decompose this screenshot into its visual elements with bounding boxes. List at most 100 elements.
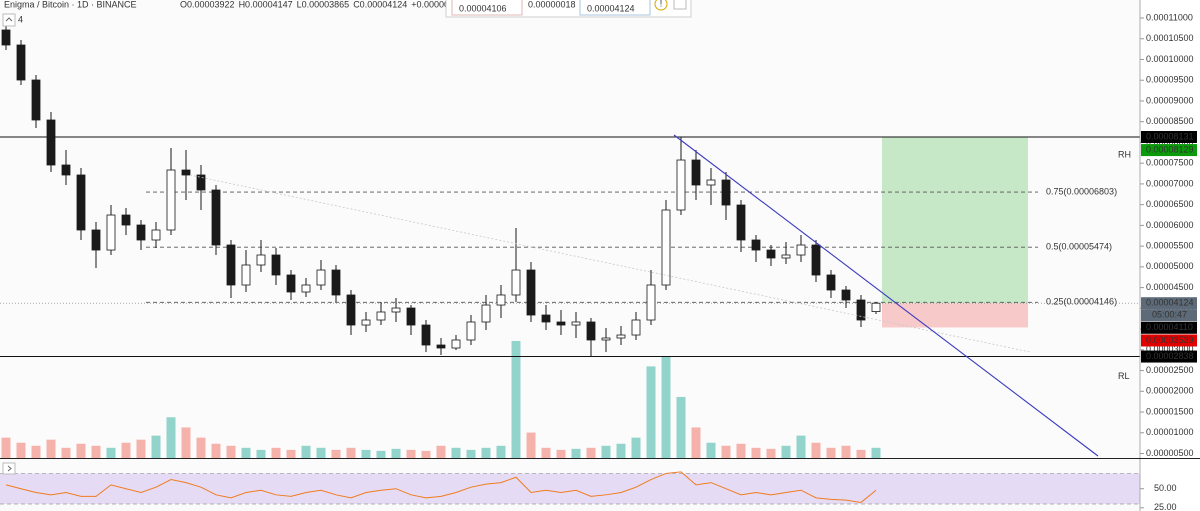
y-tick-label: 0.00005000 — [1146, 261, 1194, 271]
y-tick-label: 0.00009000 — [1146, 95, 1194, 105]
candle-body — [301, 284, 311, 293]
volume-bar — [466, 449, 476, 458]
candle-body — [226, 244, 236, 286]
volume-bar — [331, 449, 341, 458]
candle-body — [1, 29, 11, 46]
widget-menu[interactable] — [673, 0, 687, 10]
header-symbol: Enigma / Bitcoin · 1D · BINANCE — [4, 0, 137, 9]
y-tick-label: 0.00010500 — [1146, 33, 1194, 43]
candle-body — [751, 239, 761, 251]
price-marker — [1141, 350, 1197, 363]
volume-bar — [16, 442, 26, 458]
y-tick-label: 0.00011000 — [1146, 12, 1193, 22]
candle-body — [691, 159, 701, 186]
candle-body — [601, 337, 611, 341]
candle-body — [661, 209, 671, 286]
price-marker-label: 0.00003539 — [1146, 335, 1194, 345]
loss-zone — [882, 303, 1028, 328]
collapse-icon — [5, 17, 13, 22]
volume-bar — [196, 437, 206, 458]
candle-body — [706, 179, 716, 186]
volume-bar — [646, 366, 656, 458]
volume-bar — [421, 450, 431, 458]
volume-bar — [586, 447, 596, 458]
candle-body — [871, 302, 881, 312]
volume-bar — [736, 443, 746, 458]
volume-bar — [136, 439, 146, 458]
candle-body — [271, 254, 281, 276]
ohlc-value: H0.00004147 — [239, 0, 293, 9]
volume-bar — [841, 445, 851, 458]
y-tick-label: 0.00007500 — [1146, 158, 1194, 168]
candle-body — [631, 319, 641, 336]
volume-bar — [31, 445, 41, 458]
candle-body — [481, 304, 491, 323]
price-marker-label: 0.00004110 — [1146, 322, 1193, 332]
alert-button[interactable] — [654, 0, 668, 11]
candle-body — [556, 321, 566, 326]
sell-button[interactable] — [451, 0, 523, 16]
candle-body — [391, 307, 401, 313]
candle-body — [406, 307, 416, 326]
price-marker-label: 0.00008129 — [1146, 144, 1194, 154]
volume-bar — [271, 447, 281, 458]
candle-body — [181, 169, 191, 176]
candle-body — [811, 244, 821, 276]
volume-bar — [256, 449, 266, 458]
fib-label: 0.25(0.00004146) — [1046, 297, 1117, 307]
volume-bar — [796, 435, 806, 458]
candle-body — [91, 229, 101, 251]
rsi-band — [0, 473, 1140, 504]
candle-body — [721, 179, 731, 206]
projection-line — [189, 174, 1031, 353]
volume-bar — [541, 447, 551, 458]
volume-bar — [556, 449, 566, 458]
volume-bar — [856, 449, 866, 458]
candle-body — [151, 229, 161, 241]
price-marker — [1141, 144, 1197, 157]
volume-bar — [106, 447, 116, 458]
volume-bar — [286, 449, 296, 458]
y-tick-label: 0.00003000 — [1146, 344, 1194, 354]
price-marker — [1141, 334, 1197, 347]
buy-button[interactable] — [579, 0, 651, 16]
candle-body — [31, 79, 41, 121]
candle-body — [286, 274, 296, 293]
y-tick-label: 0.00002000 — [1146, 386, 1194, 396]
level-name: RL — [1118, 371, 1130, 381]
ohlc-value: O0.00003922 — [180, 0, 235, 9]
volume-bar — [361, 449, 371, 458]
candle-body — [436, 344, 446, 349]
candle-body — [826, 274, 836, 291]
volume-bar — [676, 396, 686, 458]
volume-bar — [61, 447, 71, 458]
volume-bar — [706, 442, 716, 458]
front-layer — [0, 471, 1140, 505]
candle-body — [16, 44, 26, 81]
volume-bar — [766, 448, 776, 458]
volume-bar — [871, 447, 881, 458]
countdown-box — [1141, 309, 1197, 322]
candle-body — [211, 189, 221, 246]
volume-bar — [166, 417, 176, 458]
header-bg — [0, 0, 440, 12]
volume-bar — [181, 427, 191, 458]
spread: 0.00000018 — [528, 0, 576, 9]
price-marker-label: 0.00002838 — [1146, 351, 1194, 361]
volume-bar — [346, 447, 356, 458]
price-marker — [1141, 131, 1197, 144]
price-marker — [1141, 297, 1197, 310]
rsi-expand-button[interactable] — [2, 462, 16, 475]
candle-body — [856, 299, 866, 321]
sell-price: 0.00004106 — [459, 3, 507, 13]
y-tick-label: 0.00006500 — [1146, 199, 1194, 209]
volume-bar — [811, 442, 821, 458]
candle-body — [541, 314, 551, 323]
candle-body — [106, 214, 116, 251]
candle-body — [841, 289, 851, 301]
candle-body — [136, 224, 146, 241]
candle-body — [421, 324, 431, 346]
collapse-button[interactable] — [2, 13, 16, 27]
